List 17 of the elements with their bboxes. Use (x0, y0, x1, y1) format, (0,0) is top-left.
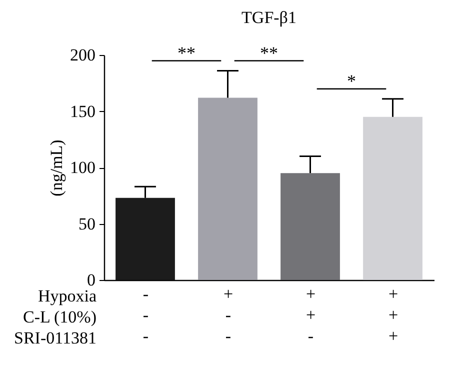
x-tick-label: + + + (388, 284, 398, 346)
text: Hypoxia (38, 286, 97, 306)
text: C-L (10%) (23, 308, 96, 326)
annotation: * (347, 70, 356, 91)
y-axis-title: (ng/mL) (47, 140, 66, 196)
x-tick-label: - - - (142, 284, 149, 346)
y-tick-label: 100 (70, 158, 96, 177)
x-tick-label: + - - (223, 284, 234, 346)
x-tick-label: + + - (306, 284, 316, 346)
annotation: ** (260, 42, 278, 63)
y-tick-label: 150 (70, 102, 96, 121)
text: SRI-011381 (14, 328, 96, 348)
y-tick-label: 0 (87, 270, 96, 290)
y-tick-label: 200 (70, 46, 96, 64)
y-tick-label: 50 (78, 214, 96, 234)
chart-title: TGF-β1 (242, 8, 296, 27)
annotation: ** (178, 42, 196, 63)
